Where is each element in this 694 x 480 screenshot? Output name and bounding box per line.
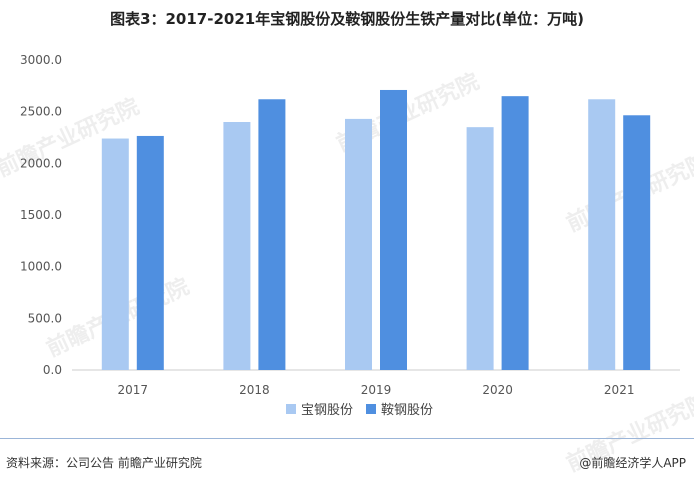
x-tick-label: 2020 <box>482 383 513 397</box>
bar-2021-angang <box>623 115 651 371</box>
y-tick-label: 3000.0 <box>20 53 62 67</box>
footer: 资料来源：公司公告 前瞻产业研究院 @前瞻经济学人APP <box>0 438 694 480</box>
bar-2017-baosteel <box>101 138 129 370</box>
legend-swatch-1 <box>366 404 376 414</box>
bar-chart: 0.0 500.0 1000.0 1500.0 2000.0 2500.0 3000.0 20… <box>20 53 680 418</box>
y-tick-label: 1000.0 <box>20 260 62 274</box>
bar-2020-angang <box>501 96 529 371</box>
x-tick-label: 2017 <box>118 383 149 397</box>
legend-swatch-0 <box>286 404 296 414</box>
y-tick-label: 1500.0 <box>20 208 62 222</box>
chart-title: 图表3：2017-2021年宝钢股份及鞍钢股份生铁产量对比(单位：万吨) <box>110 10 584 28</box>
bar-2018-baosteel <box>223 122 251 370</box>
x-tick-label: 2019 <box>361 383 392 397</box>
bar-2018-angang <box>258 99 286 371</box>
bar-2019-angang <box>380 89 407 370</box>
y-tick-label: 0.0 <box>43 363 62 377</box>
x-tick-label: 2018 <box>239 383 270 397</box>
legend-label-1: 鞍钢股份 <box>381 402 433 418</box>
brand-label: @前瞻经济学人APP <box>579 456 686 470</box>
bar-2019-baosteel <box>345 118 372 371</box>
footer-divider <box>0 438 694 439</box>
x-tick-label: 2021 <box>604 383 635 397</box>
bar-2020-baosteel <box>466 127 494 371</box>
y-tick-label: 500.0 <box>28 311 62 325</box>
y-tick-label: 2500.0 <box>20 105 62 119</box>
legend-label-0: 宝钢股份 <box>301 403 353 418</box>
source-note: 资料来源：公司公告 前瞻产业研究院 <box>6 456 202 470</box>
bar-2017-angang <box>136 135 164 370</box>
bar-2021-baosteel <box>588 99 616 371</box>
y-tick-label: 2000.0 <box>20 156 62 170</box>
